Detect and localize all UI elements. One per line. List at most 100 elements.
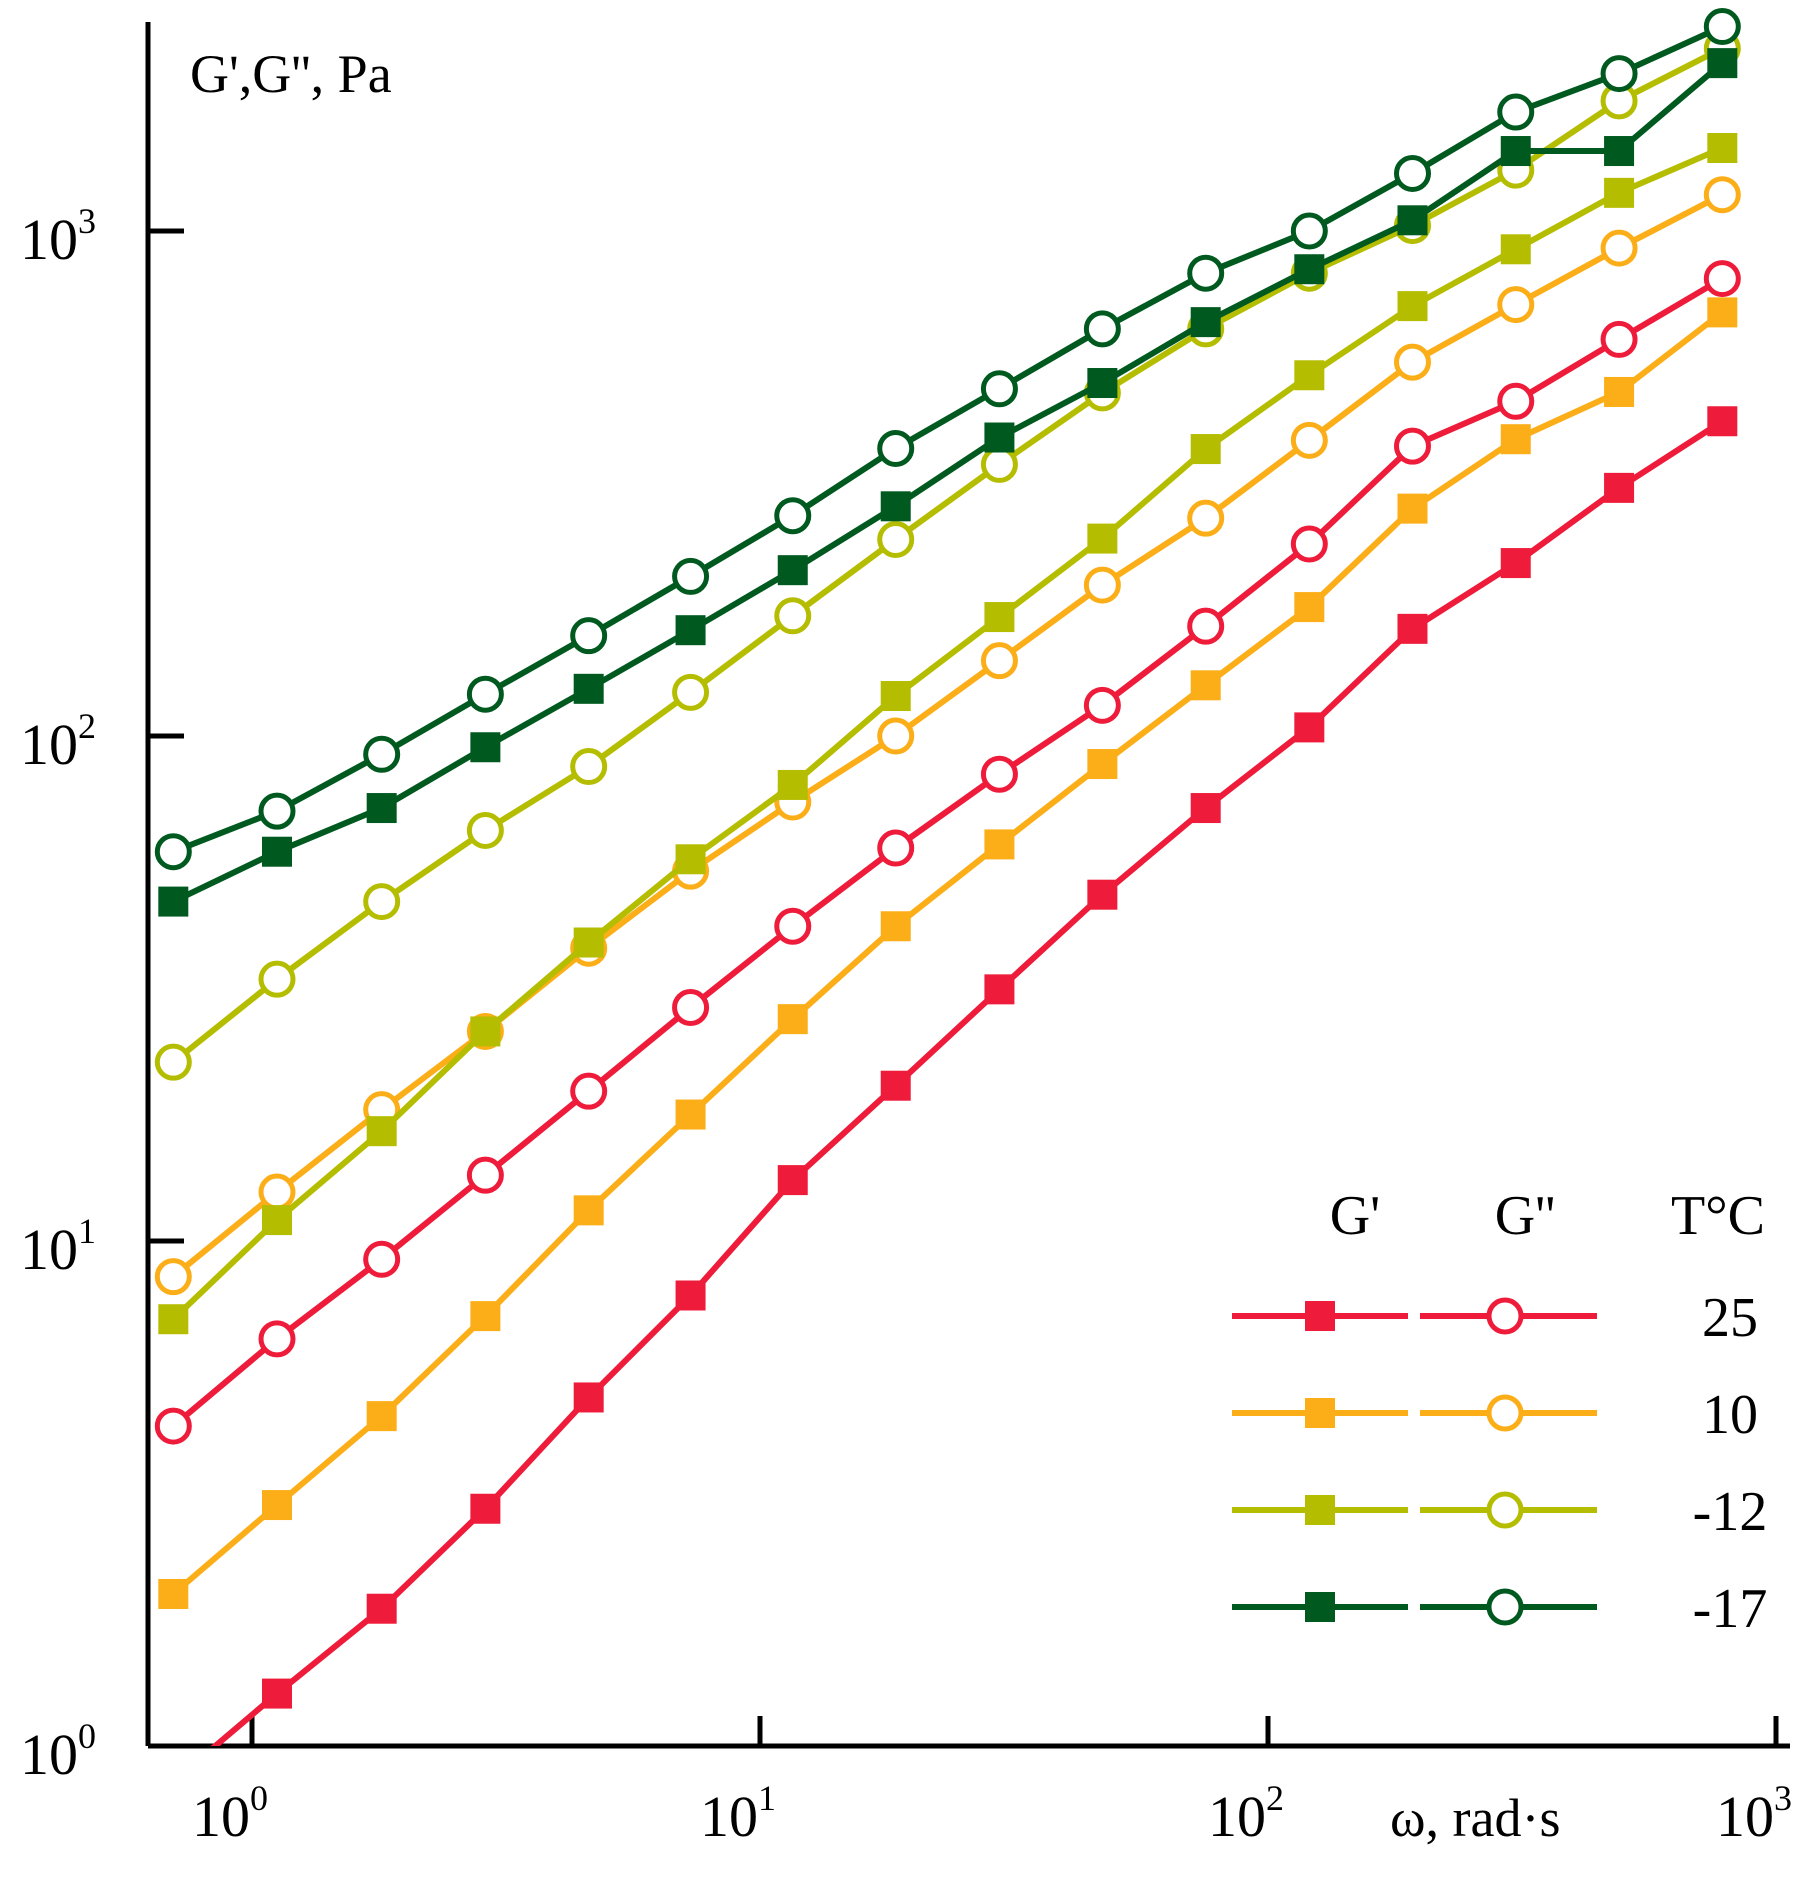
data-point bbox=[675, 844, 706, 875]
data-point bbox=[675, 1280, 706, 1311]
data-point bbox=[1087, 749, 1118, 780]
data-point bbox=[1083, 686, 1121, 724]
data-point bbox=[573, 1195, 604, 1226]
data-point bbox=[1294, 712, 1325, 743]
data-point bbox=[1294, 592, 1325, 623]
data-point bbox=[877, 829, 915, 867]
legend-marker-g1 bbox=[1305, 1592, 1335, 1622]
data-point bbox=[1604, 472, 1635, 503]
data-point bbox=[262, 836, 293, 867]
data-point bbox=[1604, 177, 1635, 208]
data-point bbox=[1190, 670, 1221, 701]
legend-label: 25 bbox=[1702, 1287, 1758, 1349]
series-g-17 bbox=[154, 8, 1741, 871]
data-point bbox=[1604, 136, 1635, 167]
data-point bbox=[1393, 154, 1431, 192]
data-point bbox=[366, 1593, 397, 1624]
legend-marker-g2 bbox=[1486, 1394, 1524, 1432]
legend-row-minus-17: -17 bbox=[1232, 1578, 1767, 1640]
data-point bbox=[158, 1578, 189, 1609]
y-tick-label: 103 bbox=[20, 201, 96, 272]
series-g-25 bbox=[154, 260, 1741, 1445]
data-point bbox=[1703, 176, 1741, 214]
data-point bbox=[363, 1240, 401, 1278]
data-point bbox=[1500, 136, 1531, 167]
data-point bbox=[154, 1407, 192, 1445]
legend-marker-g1 bbox=[1305, 1301, 1335, 1331]
data-point bbox=[774, 497, 812, 535]
series-g-25 bbox=[158, 406, 1738, 1797]
data-point bbox=[1190, 793, 1221, 824]
data-point bbox=[880, 681, 911, 712]
data-point bbox=[573, 927, 604, 958]
legend-label: -12 bbox=[1693, 1481, 1768, 1543]
data-point bbox=[774, 907, 812, 945]
data-point bbox=[366, 1401, 397, 1432]
data-point bbox=[877, 429, 915, 467]
data-point bbox=[1397, 291, 1428, 322]
data-point bbox=[880, 1070, 911, 1101]
data-point bbox=[1703, 260, 1741, 298]
data-point bbox=[470, 1493, 501, 1524]
data-point bbox=[258, 960, 296, 998]
data-point bbox=[262, 1678, 293, 1709]
data-point bbox=[880, 491, 911, 522]
data-point bbox=[363, 735, 401, 773]
data-point bbox=[1707, 297, 1738, 328]
data-point bbox=[1707, 406, 1738, 437]
legend-row-10: 10 bbox=[1232, 1384, 1758, 1446]
data-point bbox=[154, 833, 192, 871]
data-point bbox=[466, 811, 504, 849]
data-point bbox=[1600, 229, 1638, 267]
data-point bbox=[1497, 93, 1535, 131]
series-line bbox=[171, 145, 1724, 1322]
data-point bbox=[570, 748, 608, 786]
data-point bbox=[672, 557, 710, 595]
data-point bbox=[774, 597, 812, 635]
legend-label: 10 bbox=[1702, 1384, 1758, 1446]
data-point bbox=[980, 642, 1018, 680]
data-point bbox=[1707, 133, 1738, 164]
data-point bbox=[466, 1156, 504, 1194]
legend-header-t: T°C bbox=[1671, 1185, 1765, 1247]
data-point bbox=[1397, 205, 1428, 236]
data-point bbox=[675, 615, 706, 646]
x-tick-label: 101 bbox=[700, 1778, 776, 1849]
y-tick-label: 101 bbox=[20, 1211, 96, 1282]
series-line bbox=[210, 418, 1724, 1746]
data-point bbox=[1190, 434, 1221, 465]
x-tick-label: 103 bbox=[1716, 1778, 1792, 1849]
data-point bbox=[470, 732, 501, 763]
data-point bbox=[1500, 234, 1531, 265]
data-point bbox=[1707, 48, 1738, 79]
data-point bbox=[1497, 382, 1535, 420]
data-point bbox=[158, 1304, 189, 1335]
data-point bbox=[1500, 548, 1531, 579]
data-point bbox=[1187, 254, 1225, 292]
data-point bbox=[980, 370, 1018, 408]
data-point bbox=[1083, 566, 1121, 604]
data-point bbox=[470, 1301, 501, 1332]
data-point bbox=[1187, 607, 1225, 645]
data-point bbox=[675, 1099, 706, 1130]
data-point bbox=[1087, 879, 1118, 910]
legend-row-25: 25 bbox=[1232, 1287, 1758, 1349]
data-point bbox=[158, 1767, 188, 1797]
data-point bbox=[777, 1165, 808, 1196]
data-point bbox=[984, 974, 1015, 1005]
data-point bbox=[1500, 424, 1531, 455]
data-point bbox=[258, 792, 296, 830]
data-point bbox=[777, 1004, 808, 1035]
axis-tick-labels: 100 101 102 103 100 101 102 103 bbox=[20, 201, 1792, 1849]
legend-header-g2: G'' bbox=[1495, 1185, 1556, 1247]
data-point bbox=[1083, 310, 1121, 348]
legend-label: -17 bbox=[1693, 1578, 1768, 1640]
series-line bbox=[171, 276, 1724, 1429]
data-point bbox=[777, 769, 808, 800]
legend-marker-g2 bbox=[1486, 1588, 1524, 1626]
data-point bbox=[262, 1490, 293, 1521]
data-point bbox=[1703, 8, 1741, 46]
data-point bbox=[1290, 421, 1328, 459]
data-point bbox=[1600, 55, 1638, 93]
y-axis-label: G',G'', Pa bbox=[190, 44, 392, 104]
